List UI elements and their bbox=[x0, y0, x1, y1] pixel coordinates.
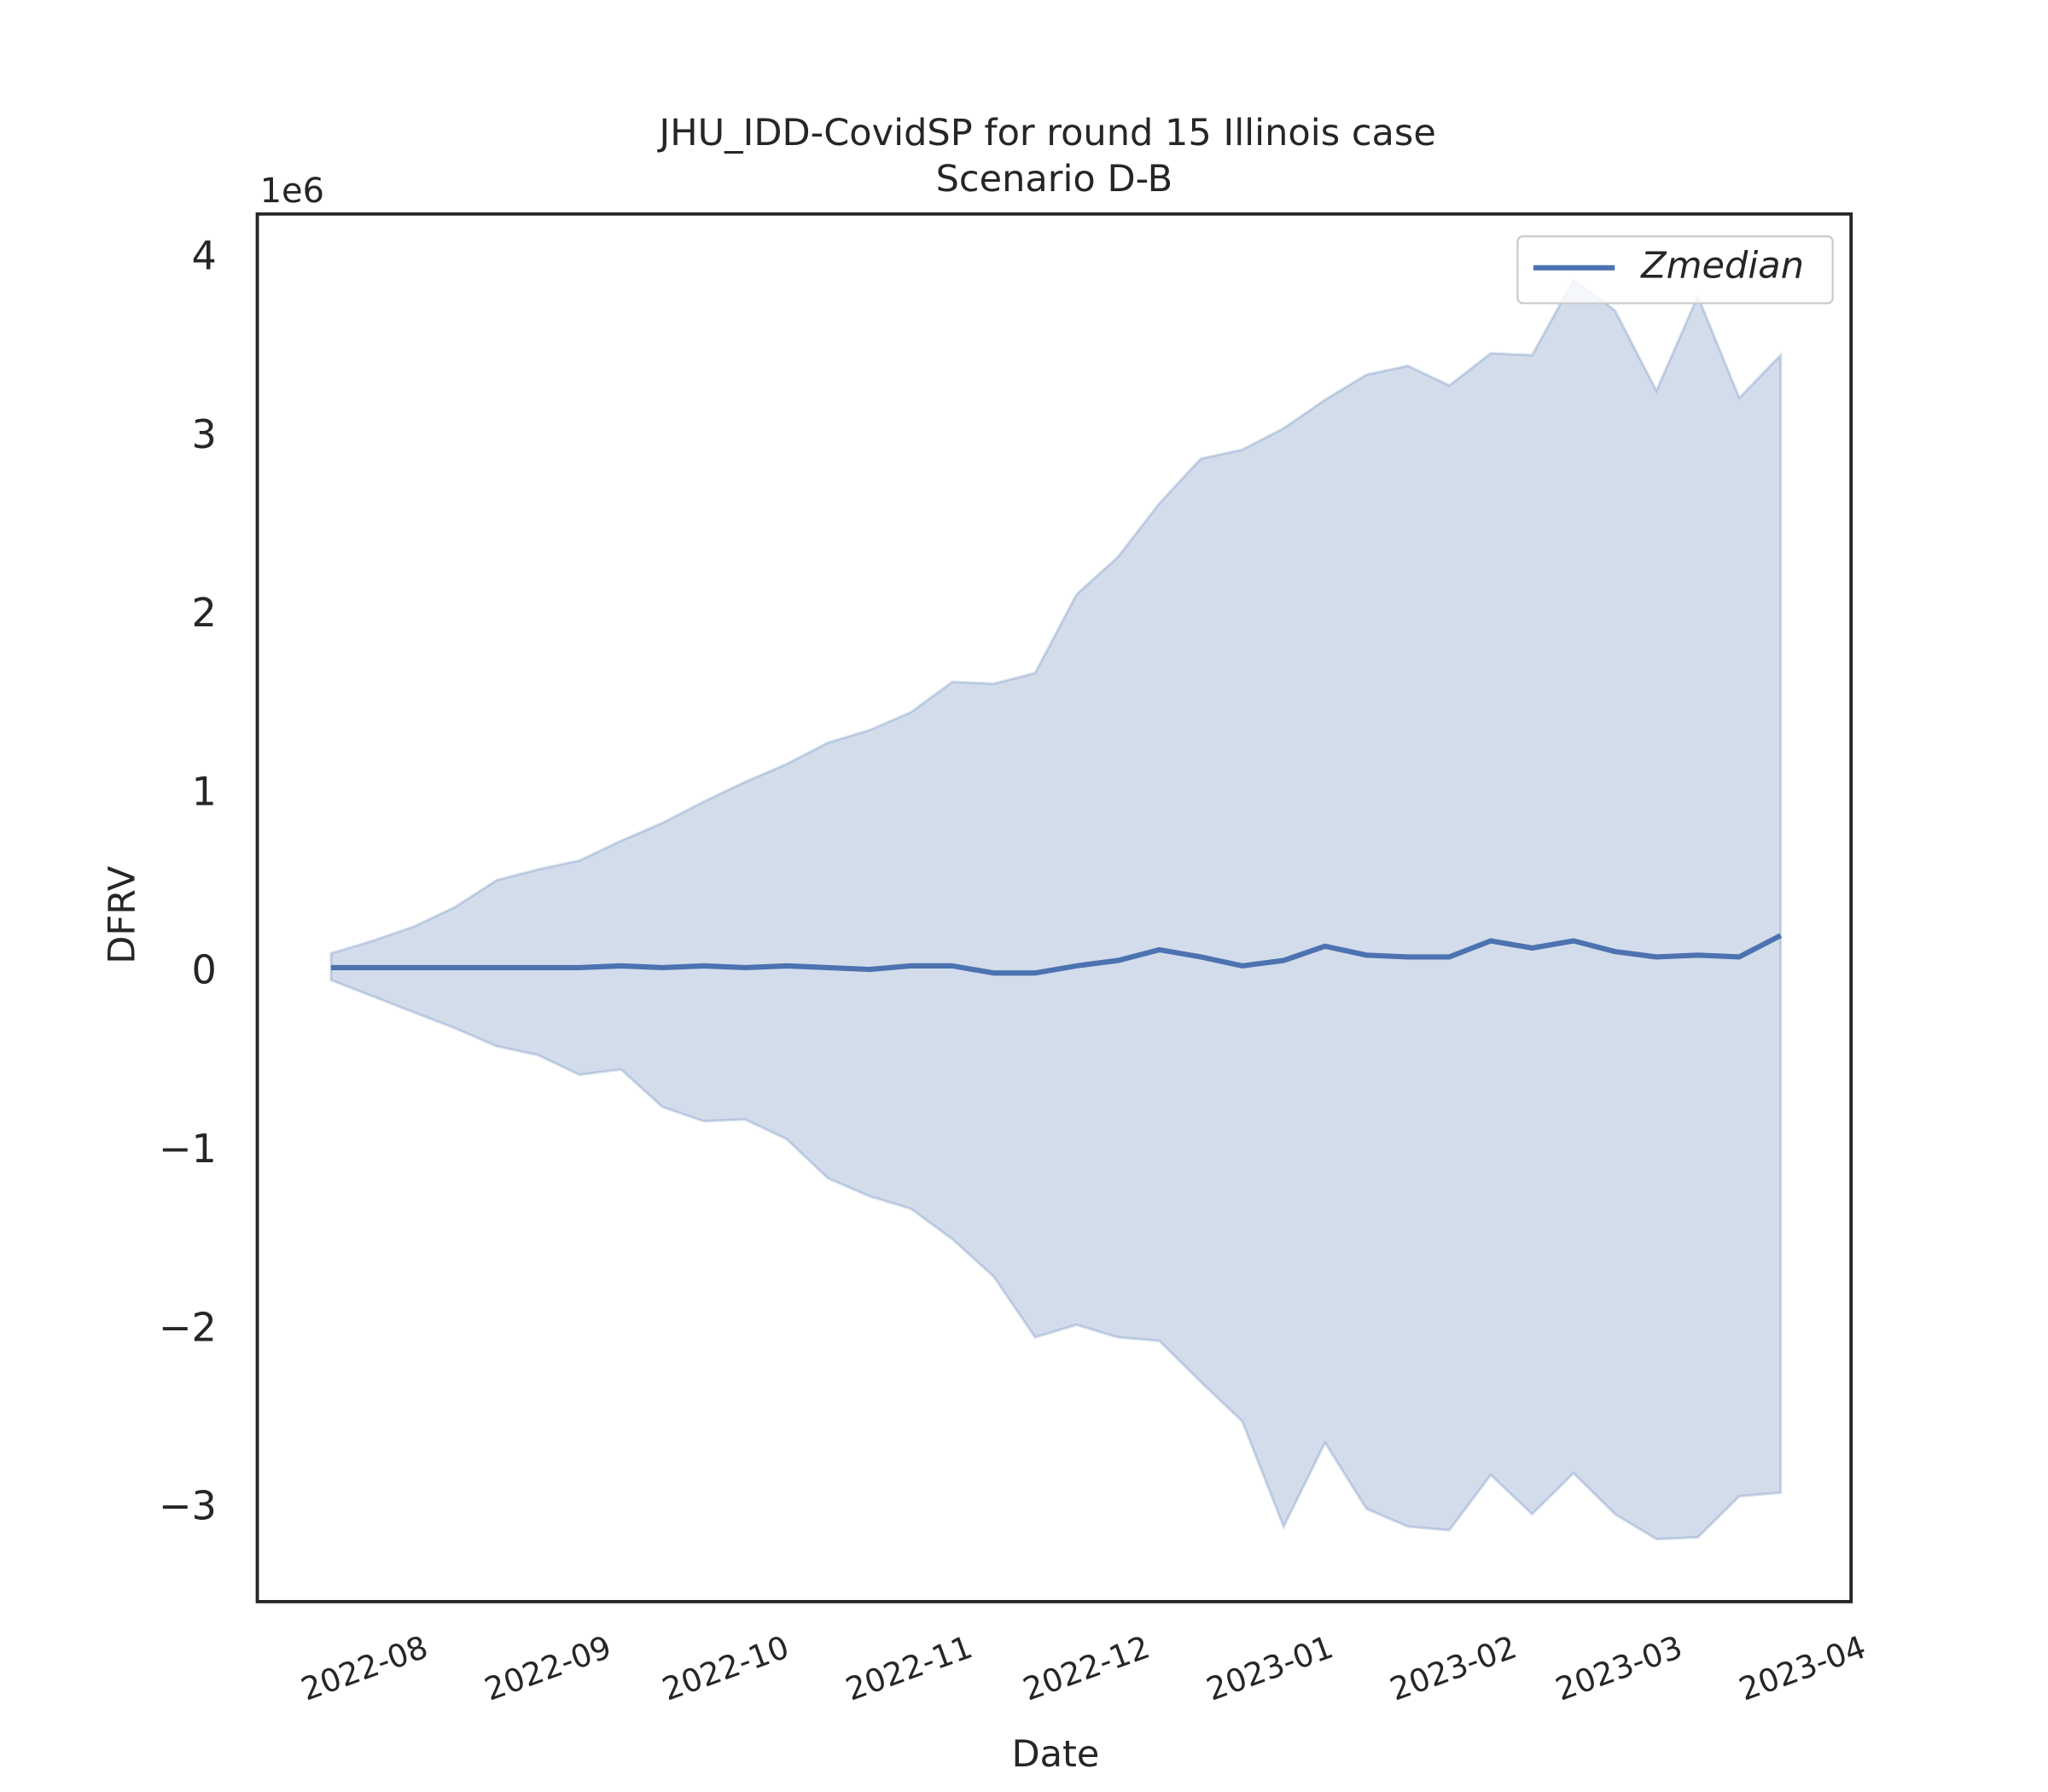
y-tick-label: 2 bbox=[191, 590, 216, 636]
chart-title: JHU_IDD-CovidSP for round 15 Illinois ca… bbox=[657, 112, 1436, 154]
y-tick-label: 4 bbox=[191, 233, 216, 279]
y-axis-label: DFRV bbox=[102, 865, 144, 963]
y-tick-label: −2 bbox=[159, 1304, 217, 1350]
axes-frame bbox=[255, 212, 1853, 1603]
legend: Zmedian bbox=[1516, 235, 1834, 305]
x-axis-label: Date bbox=[1011, 1733, 1099, 1776]
legend-box bbox=[1516, 235, 1834, 305]
y-tick-label: −1 bbox=[159, 1126, 217, 1172]
confidence-band bbox=[329, 277, 1783, 1541]
legend-label: Zmedian bbox=[1640, 244, 1804, 287]
y-tick-label: 3 bbox=[191, 411, 216, 457]
y-tick-label: −3 bbox=[159, 1483, 217, 1529]
median-line bbox=[330, 933, 1783, 976]
y-tick-label: 0 bbox=[191, 947, 216, 993]
plot-area bbox=[329, 277, 1783, 1541]
y-tick-label: 1 bbox=[191, 768, 216, 814]
chart-subtitle: Scenario D-B bbox=[936, 158, 1173, 201]
y-offset-label: 1e6 bbox=[260, 172, 325, 211]
